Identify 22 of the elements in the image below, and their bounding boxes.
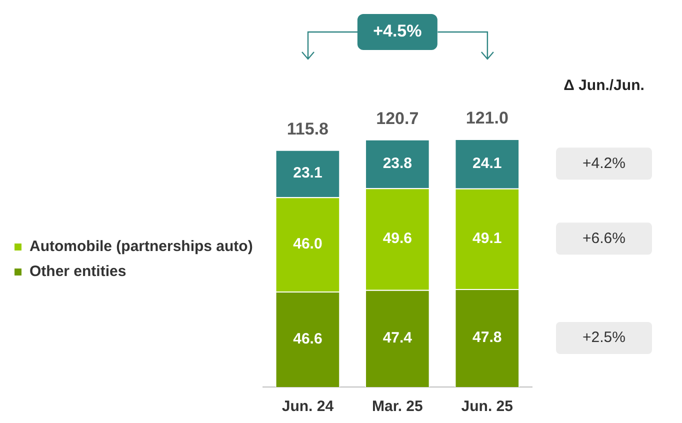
data-label: 49.1 — [472, 230, 502, 247]
data-label: 49.6 — [382, 230, 412, 248]
data-label: 23.1 — [293, 164, 322, 182]
legend-label: Automobile (partnerships auto) — [30, 238, 253, 256]
data-label: 47.4 — [382, 330, 413, 347]
total-label: 115.8 — [286, 120, 329, 139]
x-tick-label: Jun. 25 — [461, 398, 513, 416]
x-tick-label: Mar. 25 — [372, 398, 423, 416]
total-label: 120.7 — [376, 109, 419, 128]
total-label: 121.0 — [466, 108, 508, 128]
text: +6.6% — [582, 230, 626, 247]
text: +2.5% — [582, 329, 626, 346]
data-label: 46.0 — [293, 235, 322, 252]
text: +4.5% — [373, 22, 422, 41]
x-tick-label: Jun. 24 — [282, 398, 334, 416]
data-label: 46.6 — [293, 330, 322, 348]
legend-label: Other entities — [30, 263, 126, 280]
data-label: 47.8 — [472, 329, 502, 346]
text: +4.2% — [582, 154, 626, 172]
data-label: 24.1 — [472, 154, 502, 172]
text: Δ Jun./Jun. — [564, 77, 644, 94]
data-label: 23.8 — [382, 154, 412, 172]
